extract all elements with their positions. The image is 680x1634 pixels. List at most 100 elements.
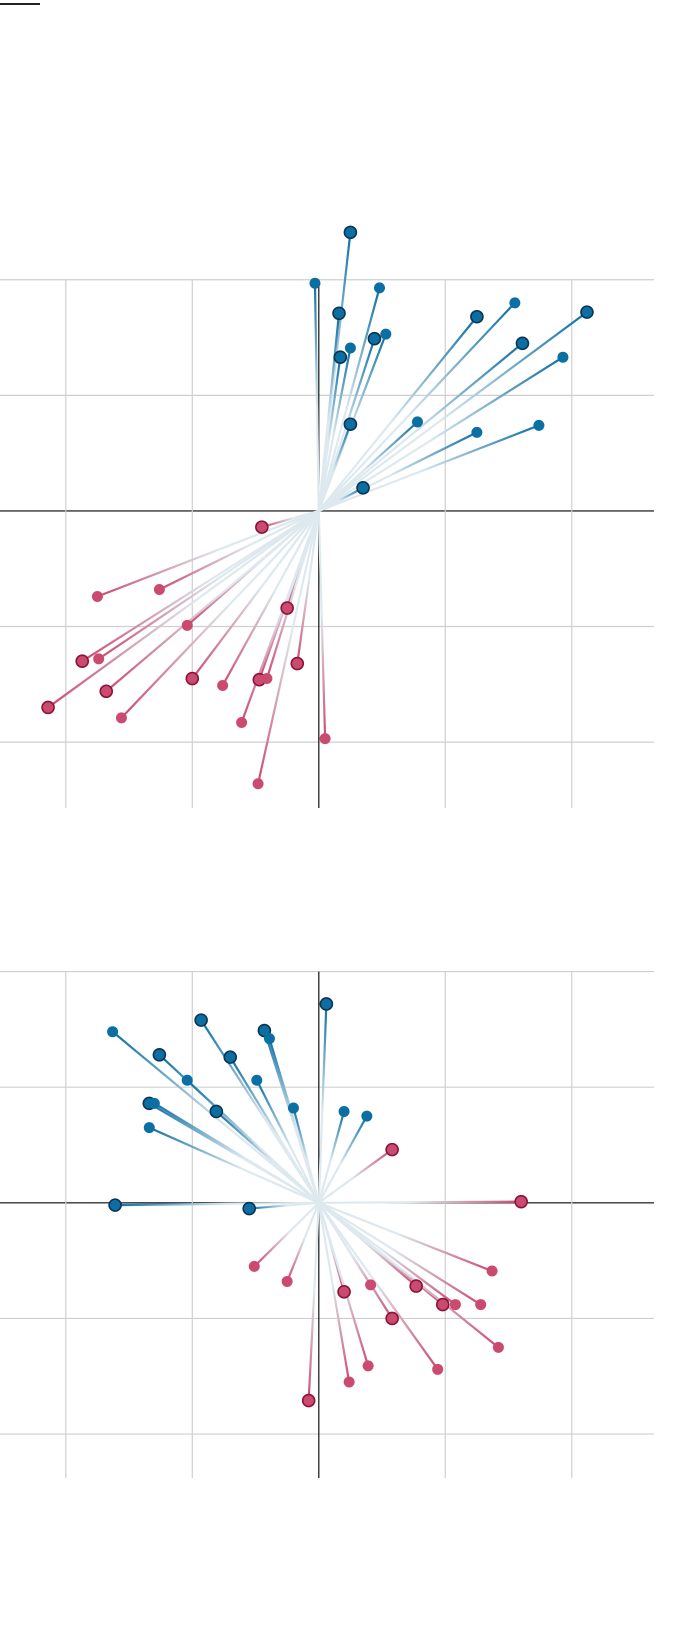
point [251,1074,263,1086]
stem [318,421,419,512]
point [185,671,200,686]
stem [97,509,320,598]
point [475,1299,487,1311]
point [333,350,348,365]
point [449,1299,461,1311]
stem [318,1201,500,1349]
point [263,1033,275,1045]
point [115,712,127,724]
stem [317,347,352,512]
point [93,653,105,665]
stem [105,510,320,693]
point [332,306,346,321]
stem [317,302,516,512]
stem [307,1202,320,1401]
point [242,1201,257,1216]
point [409,1279,423,1293]
stem [265,510,320,679]
stem [317,1111,346,1204]
stem [153,1102,320,1204]
stem [317,1003,328,1203]
point [301,1393,316,1408]
stem [318,424,540,512]
point [261,673,273,685]
stem [317,1202,439,1370]
point [337,1285,351,1299]
stem [317,423,352,512]
stem [318,311,588,512]
point [255,520,269,534]
point [319,733,331,745]
point [432,1363,444,1375]
stem [148,1126,320,1204]
point [194,1013,208,1027]
stem [313,283,320,511]
point [181,619,193,631]
stem [318,1148,393,1204]
point [209,1104,224,1119]
point [338,1105,350,1117]
point [344,342,356,354]
stem [318,1201,482,1306]
point [148,1097,160,1109]
point [365,1279,377,1291]
point [152,1048,167,1062]
point [411,416,423,428]
stem [317,1115,368,1204]
point [343,417,358,432]
point [281,1275,293,1287]
point [385,1142,399,1157]
stem [253,1202,320,1268]
point [181,1074,193,1086]
stem [292,1107,320,1204]
stem [229,1056,320,1204]
stem [286,1202,320,1282]
stem [317,287,381,512]
point [471,426,483,438]
stem [317,316,478,512]
stem [256,510,320,784]
stem [317,357,342,512]
point [470,309,484,324]
point [217,679,229,691]
point [373,282,385,294]
point [99,684,114,699]
point [280,601,294,615]
point [509,297,521,309]
point [223,1050,238,1064]
point [319,997,334,1011]
point [252,778,264,790]
stem [318,1200,522,1204]
point [486,1265,498,1277]
point [380,328,392,340]
stem [317,1202,351,1383]
stem [120,510,320,719]
stem [249,1201,319,1210]
point [108,1198,122,1212]
stem [215,1110,320,1204]
stem [318,1201,493,1273]
point [91,590,103,602]
point [515,336,530,351]
stem [115,1201,319,1207]
stem [317,1202,370,1367]
point [107,1026,119,1038]
point [290,656,305,671]
point [385,1311,399,1326]
point [514,1194,528,1209]
point [41,700,55,715]
point [557,351,569,363]
stem [47,510,320,709]
stem [317,510,327,739]
point [287,1102,299,1114]
point [309,277,321,289]
point [343,225,358,240]
stem [158,509,320,591]
point [533,419,545,431]
point [367,331,382,346]
stem [240,510,320,723]
stem [296,510,320,664]
point [153,584,165,596]
